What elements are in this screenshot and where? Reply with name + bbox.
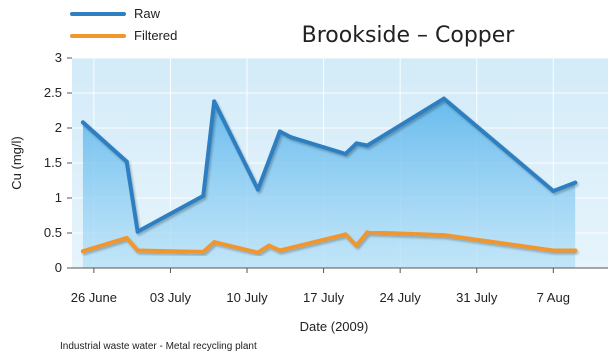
footnote: Industrial waste water - Metal recycling… <box>60 341 257 352</box>
data-point-filtered <box>441 233 446 238</box>
x-axis-label: Date (2009) <box>300 319 369 334</box>
y-tick-label: 2 <box>55 120 62 135</box>
area-raw <box>82 98 576 268</box>
data-point-raw <box>573 180 578 185</box>
data-point-filtered <box>551 248 556 253</box>
y-tick-label: 0.5 <box>44 225 62 240</box>
y-tick-label: 0 <box>55 260 62 275</box>
data-point-raw <box>80 120 85 125</box>
data-point-filtered <box>212 240 217 245</box>
y-axis-ticks: 0 0.5 1 1.5 2 2.5 3 <box>44 50 72 275</box>
series-layer <box>80 96 578 255</box>
data-point-raw <box>365 143 370 148</box>
x-tick-label: 17 July <box>303 290 345 305</box>
x-tick-label: 7 Aug <box>537 290 570 305</box>
data-point-filtered <box>354 243 359 248</box>
data-point-filtered <box>343 232 348 237</box>
data-point-raw <box>277 129 282 134</box>
data-point-filtered <box>201 249 206 254</box>
x-tick-label: 26 June <box>71 290 117 305</box>
data-point-raw <box>124 159 129 164</box>
x-axis-ticks: 26 June 03 July 10 July 17 July 24 July 31 Ju… <box>71 267 608 305</box>
y-tick-label: 3 <box>55 50 62 65</box>
data-point-filtered <box>255 250 260 255</box>
data-point-filtered <box>277 248 282 253</box>
data-point-raw <box>551 189 556 193</box>
area-layer <box>82 98 576 268</box>
data-point-raw <box>441 96 446 101</box>
data-point-filtered <box>80 249 85 254</box>
legend: Raw Filtered <box>70 6 177 43</box>
data-point-raw <box>201 193 206 198</box>
x-tick-label: 31 July <box>456 290 498 305</box>
data-point-raw <box>354 141 359 146</box>
data-point-raw <box>255 187 260 192</box>
chart-title: Brookside – Copper <box>302 23 516 48</box>
data-point-raw <box>135 229 140 234</box>
y-axis-label: Cu (mg/l) <box>9 136 24 189</box>
data-point-filtered <box>124 235 129 240</box>
series-line-filtered <box>80 230 578 255</box>
data-point-filtered <box>266 243 271 248</box>
x-tick-label: 10 July <box>226 290 268 305</box>
y-tick-label: 1.5 <box>44 155 62 170</box>
y-tick-label: 2.5 <box>44 85 62 100</box>
legend-label-raw: Raw <box>134 6 161 21</box>
data-point-raw <box>212 99 217 104</box>
x-tick-label: 24 July <box>380 290 422 305</box>
legend-label-filtered: Filtered <box>134 28 177 43</box>
data-point-raw <box>288 135 293 140</box>
data-point-raw <box>343 151 348 156</box>
series-line-raw <box>80 96 578 234</box>
data-point-filtered <box>573 248 578 253</box>
data-point-filtered <box>135 248 140 253</box>
x-tick-label: 03 July <box>150 290 192 305</box>
data-point-filtered <box>365 230 370 235</box>
y-tick-label: 1 <box>55 190 62 205</box>
